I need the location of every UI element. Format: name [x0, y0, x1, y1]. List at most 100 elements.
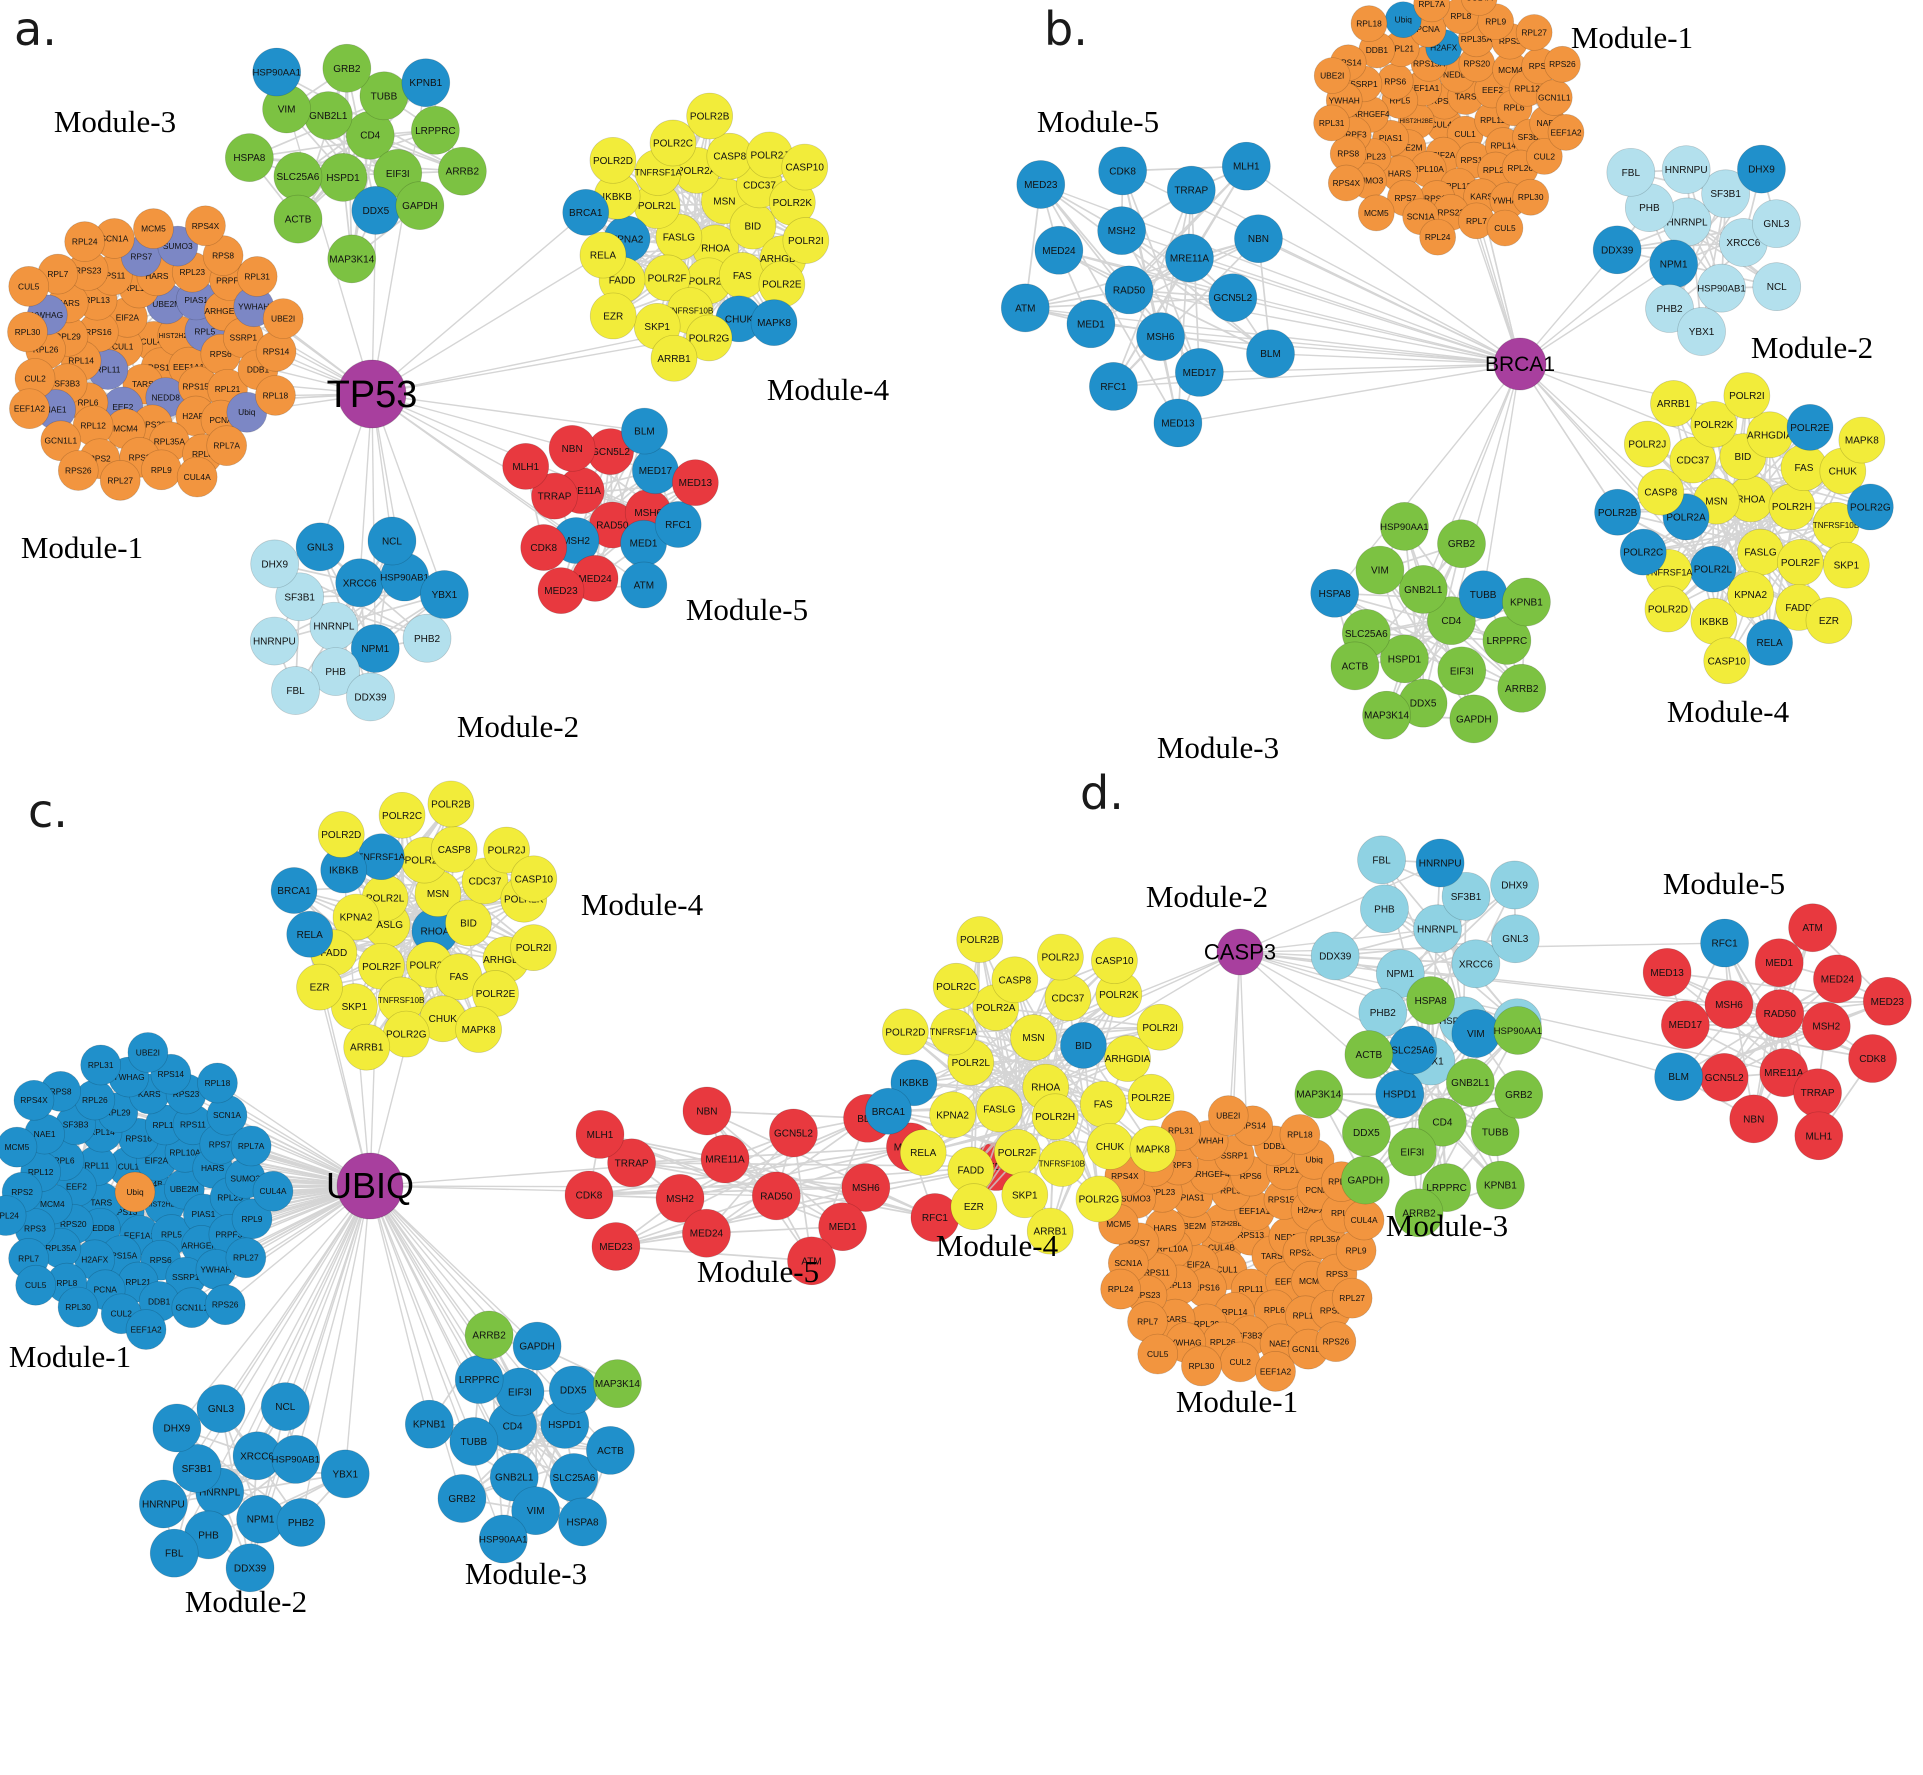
node-TNFRSF10B[interactable]: TNFRSF10B: [1038, 1140, 1086, 1187]
node-NBN[interactable]: NBN: [1234, 214, 1283, 264]
node-HSP90AA1[interactable]: HSP90AA1: [1380, 502, 1429, 551]
node-POLR2G[interactable]: POLR2G: [1846, 483, 1894, 531]
node-HSP90AA1[interactable]: HSP90AA1: [478, 1514, 528, 1564]
node-DHX9[interactable]: DHX9: [1737, 144, 1786, 194]
node-ARHGDIA[interactable]: ARHGDIA: [1746, 411, 1794, 459]
node-POLR2D[interactable]: POLR2D: [882, 1008, 929, 1056]
node-RPS4X[interactable]: RPS4X: [1327, 164, 1365, 202]
node-DDX39[interactable]: DDX39: [1592, 225, 1642, 275]
node-FAS[interactable]: FAS: [435, 953, 483, 1001]
node-ARRB2[interactable]: ARRB2: [1394, 1188, 1444, 1238]
node-RPL31[interactable]: RPL31: [1313, 104, 1350, 142]
node-MAPK8[interactable]: MAPK8: [750, 299, 798, 347]
node-CASP10[interactable]: CASP10: [1703, 637, 1751, 685]
node-UBE2I[interactable]: UBE2I: [1207, 1095, 1249, 1136]
node-PHB2[interactable]: PHB2: [276, 1498, 326, 1547]
node-POLR2J[interactable]: POLR2J: [1037, 933, 1084, 981]
node-CASP10[interactable]: CASP10: [781, 143, 829, 191]
node-SKP1[interactable]: SKP1: [1823, 541, 1870, 589]
node-KPNA2[interactable]: KPNA2: [1727, 571, 1774, 619]
node-CASP8[interactable]: CASP8: [430, 826, 478, 873]
node-RPL24[interactable]: RPL24: [64, 221, 106, 262]
node-HSP90AB1[interactable]: HSP90AB1: [1697, 263, 1746, 313]
node-POLR2D[interactable]: POLR2D: [1644, 585, 1692, 633]
node-RPS26[interactable]: RPS26: [57, 450, 99, 491]
node-BLM[interactable]: BLM: [621, 407, 668, 455]
node-DDX39[interactable]: DDX39: [1310, 931, 1360, 981]
node-POLR2D[interactable]: POLR2D: [589, 136, 637, 184]
node-POLR2B[interactable]: POLR2B: [427, 780, 475, 828]
node-LRPPRC[interactable]: LRPPRC: [454, 1355, 504, 1404]
node-MSH6[interactable]: MSH6: [1136, 312, 1185, 361]
node-VIM[interactable]: VIM: [1355, 545, 1405, 595]
hub-UBIQ[interactable]: UBIQ: [326, 1152, 414, 1220]
node-KPNB1[interactable]: KPNB1: [1502, 577, 1551, 627]
node-KPNB1[interactable]: KPNB1: [401, 58, 451, 108]
node-CD4[interactable]: CD4: [345, 110, 395, 160]
node-RPL18[interactable]: RPL18: [1279, 1114, 1321, 1155]
node-MAPK8[interactable]: MAPK8: [1838, 416, 1886, 464]
node-MED1[interactable]: MED1: [1754, 938, 1804, 988]
node-LRPPRC[interactable]: LRPPRC: [411, 105, 460, 155]
node-RPL7A[interactable]: RPL7A: [206, 425, 248, 466]
node-EZR[interactable]: EZR: [950, 1183, 998, 1230]
node-RPL30[interactable]: RPL30: [1512, 178, 1550, 216]
node-RFC1[interactable]: RFC1: [1089, 362, 1138, 411]
node-CUL5[interactable]: CUL5: [8, 265, 50, 307]
node-ARRB2[interactable]: ARRB2: [464, 1310, 514, 1360]
node-DHX9[interactable]: DHX9: [250, 539, 300, 589]
node-MED1[interactable]: MED1: [818, 1202, 868, 1252]
node-BRCA1[interactable]: BRCA1: [270, 867, 318, 914]
node-YBX1[interactable]: YBX1: [320, 1449, 370, 1499]
node-FAS[interactable]: FAS: [1079, 1080, 1127, 1128]
node-ACTB[interactable]: ACTB: [273, 194, 323, 244]
node-POLR2E[interactable]: POLR2E: [758, 260, 806, 308]
node-DDX39[interactable]: DDX39: [225, 1543, 275, 1593]
node-PHB[interactable]: PHB: [1360, 884, 1409, 934]
node-CDK8[interactable]: CDK8: [1098, 146, 1147, 196]
node-FBL[interactable]: FBL: [1357, 835, 1406, 885]
node-EIF3I[interactable]: EIF3I: [1388, 1127, 1437, 1177]
node-CDK8[interactable]: CDK8: [520, 524, 568, 571]
node-HSPD1[interactable]: HSPD1: [1380, 634, 1429, 684]
node-FBL[interactable]: FBL: [1606, 147, 1656, 197]
node-ARRB2[interactable]: ARRB2: [437, 146, 487, 196]
node-MSH2[interactable]: MSH2: [1801, 1001, 1851, 1051]
node-BLM[interactable]: BLM: [1654, 1052, 1703, 1102]
node-CUL4A[interactable]: CUL4A: [252, 1170, 294, 1212]
node-GNB2L1[interactable]: GNB2L1: [1398, 565, 1448, 614]
node-MED13[interactable]: MED13: [671, 459, 719, 507]
node-TUBB[interactable]: TUBB: [1458, 570, 1508, 620]
node-POLR2C[interactable]: POLR2C: [1619, 528, 1667, 576]
node-VIM[interactable]: VIM: [511, 1486, 561, 1536]
node-PHB[interactable]: PHB: [311, 647, 361, 696]
node-ARRB1[interactable]: ARRB1: [650, 334, 698, 382]
node-ATM[interactable]: ATM: [620, 561, 668, 609]
node-MCM5[interactable]: MCM5: [1357, 194, 1395, 232]
node-POLR2I[interactable]: POLR2I: [1136, 1003, 1184, 1051]
node-YBX1[interactable]: YBX1: [420, 570, 469, 619]
node-GCN5L2[interactable]: GCN5L2: [1208, 273, 1258, 323]
node-MAPK8[interactable]: MAPK8: [1129, 1125, 1177, 1173]
node-ACTB[interactable]: ACTB: [586, 1426, 635, 1475]
node-POLR2E[interactable]: POLR2E: [1786, 404, 1834, 451]
node-RPL27[interactable]: RPL27: [99, 459, 141, 501]
node-MED24[interactable]: MED24: [1034, 225, 1084, 275]
node-RPS8[interactable]: RPS8: [1329, 135, 1367, 173]
node-RPL18[interactable]: RPL18: [197, 1062, 238, 1104]
node-MED13[interactable]: MED13: [1153, 398, 1203, 448]
node-MLH1[interactable]: MLH1: [575, 1110, 625, 1159]
node-POLR2K[interactable]: POLR2K: [1690, 400, 1738, 448]
node-TNFRSF1A[interactable]: TNFRSF1A: [930, 1008, 978, 1056]
node-MRE11A[interactable]: MRE11A: [1165, 233, 1214, 283]
node-YBX1[interactable]: YBX1: [1677, 307, 1726, 356]
node-FAS[interactable]: FAS: [718, 252, 766, 299]
node-POLR2I[interactable]: POLR2I: [510, 924, 557, 972]
hub-BRCA1[interactable]: BRCA1: [1485, 337, 1555, 391]
node-ARRB1[interactable]: ARRB1: [1026, 1207, 1074, 1255]
node-MED13[interactable]: MED13: [1642, 948, 1692, 997]
node-EIF3I[interactable]: EIF3I: [495, 1367, 545, 1417]
node-PHB2[interactable]: PHB2: [402, 613, 452, 663]
hub-CASP3[interactable]: CASP3: [1204, 928, 1276, 976]
node-CUL5[interactable]: CUL5: [1137, 1333, 1179, 1375]
